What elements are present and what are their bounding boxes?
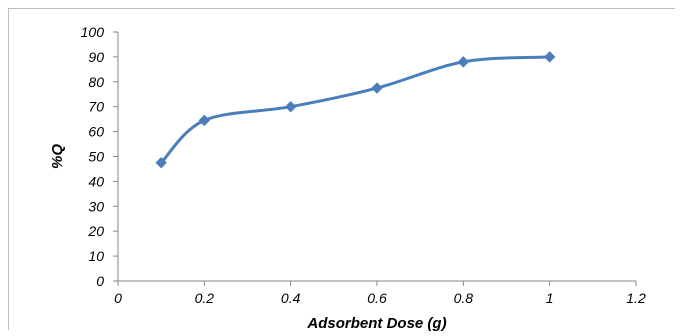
x-axis: 0 0.2 0.4 0.6 0.8 1 1.2 — [114, 280, 646, 306]
y-tick-label: 60 — [88, 124, 104, 140]
y-tick-label: 0 — [96, 273, 104, 289]
x-tick-label: 0.6 — [367, 290, 387, 306]
x-tick-label: 0.4 — [281, 290, 301, 306]
data-point — [155, 157, 167, 169]
y-tick-label: 50 — [88, 149, 104, 165]
x-tick-label: 0.2 — [195, 290, 215, 306]
y-tick-label: 20 — [87, 223, 104, 239]
y-tick-label: 40 — [88, 173, 104, 189]
data-point — [284, 100, 297, 113]
y-axis: 0 10 20 30 40 50 60 70 80 90 100 — [81, 24, 119, 289]
data-point — [198, 114, 211, 127]
y-tick-label: 70 — [88, 99, 104, 115]
x-tick-label: 0.8 — [454, 290, 474, 306]
data-point — [371, 82, 383, 94]
data-point — [457, 56, 470, 68]
y-tick-label: 90 — [88, 49, 104, 65]
x-tick-label: 1 — [546, 290, 554, 306]
y-axis-title: %Q — [49, 144, 66, 169]
y-tick-label: 30 — [88, 198, 104, 214]
series-line — [160, 55, 550, 164]
y-tick-label: 100 — [81, 24, 105, 40]
y-tick-label: 10 — [88, 248, 104, 264]
x-tick-label: 1.2 — [626, 290, 646, 306]
data-point — [543, 51, 556, 63]
x-axis-title: Adsorbent Dose (g) — [306, 315, 446, 332]
chart-frame — [8, 8, 675, 330]
series — [155, 51, 556, 169]
y-tick-label: 80 — [88, 74, 104, 90]
x-tick-label: 0 — [114, 290, 122, 306]
